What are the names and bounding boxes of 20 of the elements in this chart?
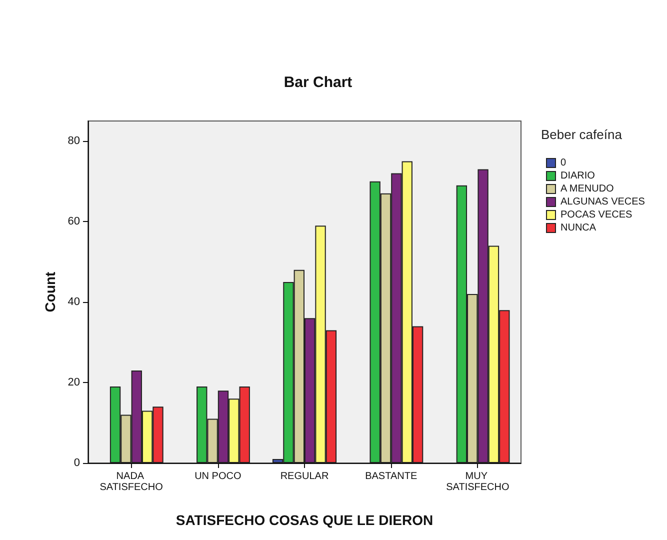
x-axis-title: SATISFECHO COSAS QUE LE DIERON [176, 512, 434, 528]
legend-label: A MENUDO [560, 184, 614, 194]
x-tick-label: BASTANTE [365, 471, 418, 482]
y-axis-title: Count [42, 271, 58, 312]
x-tick-label: UN POCO [194, 471, 242, 482]
chart-title: Bar Chart [284, 74, 352, 91]
x-tick-label: NADA SATISFECHO [100, 471, 164, 493]
legend-label: ALGUNAS VECES [560, 196, 646, 208]
y-tick-label: 80 [68, 135, 80, 148]
y-tick-label: 60 [68, 216, 80, 228]
y-tick-label: 20 [68, 376, 80, 389]
x-tick-label: MUY SATISFECHO [446, 471, 510, 493]
legend-title: Beber cafeína [541, 127, 623, 142]
x-tick-label: REGULAR [280, 471, 329, 482]
legend-label: POCAS VECES [560, 210, 633, 220]
y-tick-label: 0 [74, 457, 80, 469]
y-tick-label: 40 [68, 296, 80, 308]
legend-label: NUNCA [560, 222, 596, 234]
legend-label: 0 [560, 158, 566, 168]
legend-label: DIARIO [560, 170, 596, 182]
